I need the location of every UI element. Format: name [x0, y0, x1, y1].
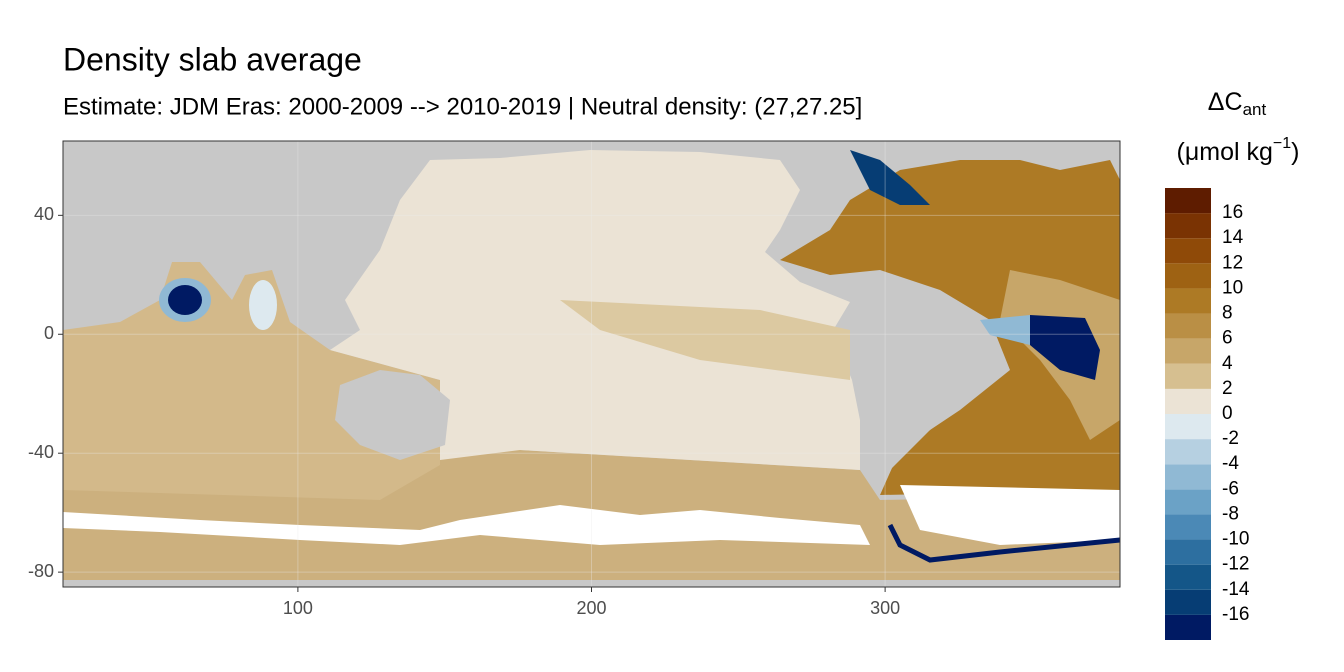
north-atlantic-blue	[850, 150, 930, 205]
plot-border	[62, 140, 1121, 588]
colorbar-bin	[1165, 263, 1211, 289]
y-tick-label: 40	[34, 204, 54, 224]
colorbar-bin	[1165, 489, 1211, 515]
south-america	[860, 300, 980, 470]
x-tick-label: 300	[870, 598, 900, 618]
colorbar-bin	[1165, 388, 1211, 414]
colorbar-bin	[1165, 313, 1211, 339]
colorbar-bin	[1165, 589, 1211, 615]
x-tick-label: 100	[283, 598, 313, 618]
colorbar-bin	[1165, 288, 1211, 314]
y-tick-label: 0	[44, 323, 54, 343]
colorbar-bin	[1165, 213, 1211, 239]
pacific-band	[560, 300, 850, 380]
colorbar-tick-label: 0	[1222, 403, 1233, 424]
colorbar-bin	[1165, 464, 1211, 490]
colorbar-tick-label: 16	[1222, 202, 1243, 223]
colorbar-bin	[1165, 363, 1211, 389]
colorbar-tick-label: 10	[1222, 277, 1243, 298]
x-tick-label: 200	[576, 598, 606, 618]
chart-subtitle: Estimate: JDM Eras: 2000-2009 --> 2010-2…	[63, 93, 862, 120]
colorbar-tick-label: 4	[1222, 353, 1233, 374]
colorbar-tick-label: -6	[1222, 478, 1239, 499]
bay-of-bengal	[249, 280, 277, 330]
atlantic-ocean	[780, 160, 1120, 495]
colorbar-bin	[1165, 414, 1211, 440]
legend-unit-sup: −1	[1273, 135, 1291, 152]
colorbar-bin	[1165, 539, 1211, 565]
arabian-sea-blue	[168, 285, 202, 315]
colorbar-bin	[1165, 564, 1211, 590]
antarctic-coast-blue	[887, 523, 1121, 563]
legend-unit-main: (μmol kg	[1177, 138, 1273, 166]
legend-title-sub: ant	[1243, 100, 1267, 119]
sea-ice	[63, 505, 870, 545]
colorbar-tick-label: 8	[1222, 303, 1233, 324]
colorbar-bin	[1165, 338, 1211, 364]
colorbar-bin	[1165, 514, 1211, 540]
colorbar-tick-label: -4	[1222, 453, 1239, 474]
atlantic-blue-patch	[1030, 315, 1100, 380]
legend-unit-end: )	[1291, 138, 1299, 166]
colorbar-tick-label: -10	[1222, 529, 1249, 550]
colorbar-tick-label: 12	[1222, 252, 1243, 273]
indian-ocean	[63, 262, 440, 500]
colorbar-tick-label: 6	[1222, 328, 1233, 349]
legend-unit: (μmol kg−1)	[1177, 135, 1300, 165]
weddell-ice	[900, 485, 1120, 545]
legend-title: ΔCant	[1208, 88, 1267, 120]
legend-title-main: ΔC	[1208, 88, 1243, 116]
axes: 100 200 300 -80 -40 0 40	[28, 141, 1120, 618]
colorbar-bin	[1165, 238, 1211, 264]
colorbar-tick-label: -2	[1222, 428, 1239, 449]
colorbar-tick-label: 2	[1222, 378, 1233, 399]
colorbar-tick-label: -8	[1222, 503, 1239, 524]
atlantic-blue-edge	[980, 315, 1030, 345]
chart-title: Density slab average	[63, 41, 362, 77]
map	[63, 141, 1121, 587]
colorbar-tick-label: -12	[1222, 554, 1249, 575]
australia	[335, 370, 450, 460]
y-tick-label: -80	[28, 561, 54, 581]
y-tick-label: -40	[28, 442, 54, 462]
colorbar-tick-label: -14	[1222, 579, 1250, 600]
colorbar-bin	[1165, 614, 1211, 640]
colorbar-bin	[1165, 188, 1211, 214]
colorbar-tick-label: 14	[1222, 227, 1244, 248]
colorbar-bin	[1165, 439, 1211, 465]
colorbar-tick-label: -16	[1222, 604, 1249, 625]
